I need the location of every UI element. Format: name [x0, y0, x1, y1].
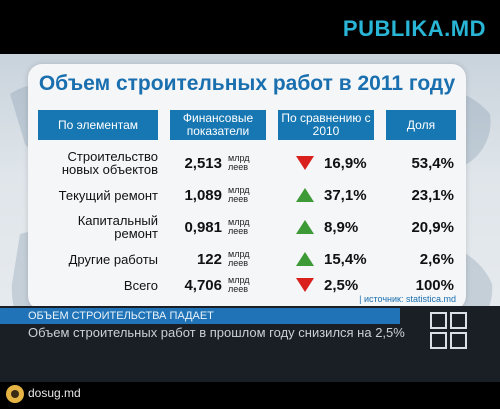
table-row: Всего 4,706 млрд леев 2,5% 100% — [28, 270, 466, 300]
channel-badge-icon — [430, 312, 468, 350]
arrow-up-icon — [296, 188, 314, 202]
news-headline: ОБЪЕМ СТРОИТЕЛЬСТВА ПАДАЕТ — [0, 308, 400, 324]
row-share: 53,4% — [411, 154, 454, 172]
arrow-down-icon — [296, 156, 314, 170]
video-frame: PUBLIKA.MD Объем строительных работ в 20… — [0, 0, 500, 382]
row-share: 20,9% — [411, 218, 454, 236]
row-label: Всего — [123, 277, 158, 293]
header-elements: По элементам — [38, 110, 158, 140]
row-unit: млрд леев — [228, 153, 250, 172]
row-unit: млрд леев — [228, 185, 250, 204]
panel-title: Объем строительных работ в 2011 году — [38, 72, 456, 95]
row-share: 2,6% — [419, 250, 454, 268]
row-value: 122 — [196, 250, 222, 268]
row-value: 1,089 — [184, 186, 222, 204]
site-name[interactable]: dosug.md — [28, 386, 81, 400]
row-label: Другие работы — [68, 251, 158, 267]
arrow-down-icon — [296, 278, 314, 292]
row-label: Текущий ремонт — [58, 187, 158, 203]
stats-panel: Объем строительных работ в 2011 году По … — [28, 64, 466, 310]
table-row: Строительство новых объектов 2,513 млрд … — [28, 148, 466, 178]
row-share: 100% — [415, 276, 454, 294]
row-value: 2,513 — [184, 154, 222, 172]
row-label: Строительство новых объектов — [61, 149, 158, 177]
news-subtitle: Объем строительных работ в прошлом году … — [28, 325, 405, 340]
broadcast-screen: Объем строительных работ в 2011 году По … — [0, 54, 500, 356]
header-comparison: По сравнению с 2010 — [278, 110, 374, 140]
arrow-up-icon — [296, 252, 314, 266]
row-change: 8,9% — [324, 218, 359, 236]
top-bar: PUBLIKA.MD — [0, 0, 500, 56]
table-row: Текущий ремонт 1,089 млрд леев 37,1% 23,… — [28, 180, 466, 210]
source-note: | источник: statistica.md — [359, 294, 456, 304]
row-change: 2,5% — [324, 276, 359, 294]
row-unit: млрд леев — [228, 249, 250, 268]
footer-bar — [0, 382, 500, 409]
row-share: 23,1% — [411, 186, 454, 204]
row-unit: млрд леев — [228, 217, 250, 236]
row-value: 0,981 — [184, 218, 222, 236]
table-row: Капитальный ремонт 0,981 млрд леев 8,9% … — [28, 212, 466, 242]
row-change: 16,9% — [324, 154, 367, 172]
row-change: 15,4% — [324, 250, 367, 268]
header-share: Доля — [386, 110, 456, 140]
site-icon — [6, 385, 24, 403]
table-row: Другие работы 122 млрд леев 15,4% 2,6% — [28, 244, 466, 274]
row-change: 37,1% — [324, 186, 367, 204]
row-unit: млрд леев — [228, 275, 250, 294]
arrow-up-icon — [296, 220, 314, 234]
channel-logo: PUBLIKA.MD — [342, 16, 486, 41]
row-label: Капитальный ремонт — [77, 213, 158, 241]
header-financial: Финансовые показатели — [170, 110, 266, 140]
row-value: 4,706 — [184, 276, 222, 294]
